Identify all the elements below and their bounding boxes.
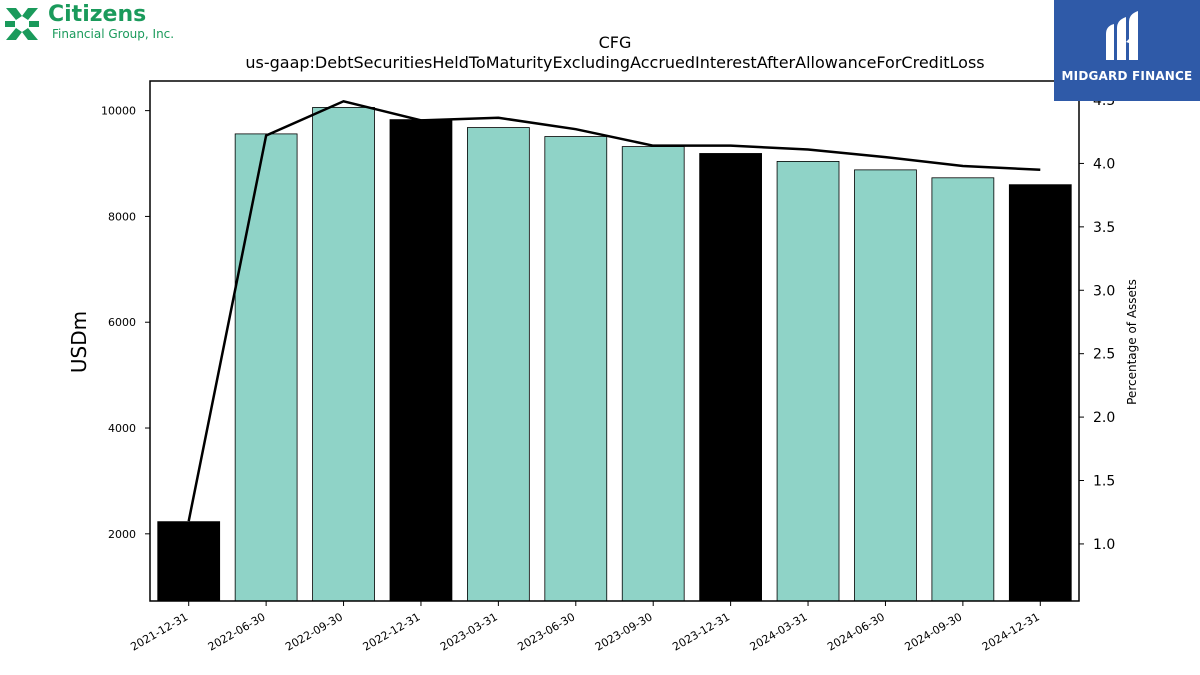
x-tick-label: 2022-09-30: [283, 610, 345, 653]
x-tick-label: 2021-12-31: [128, 610, 190, 653]
x-tick-label: 2024-09-30: [903, 610, 965, 653]
x-tick-label: 2023-12-31: [670, 610, 732, 653]
x-tick-label: 2024-12-31: [980, 610, 1042, 653]
y-axis-label: USDm: [67, 311, 91, 373]
y-tick-label: 4000: [108, 422, 136, 435]
x-tick-label: 2023-06-30: [515, 610, 577, 653]
bar-2023-12-31: [699, 153, 762, 602]
y-tick-label: 6000: [108, 316, 136, 329]
bar-2024-06-30: [854, 169, 917, 602]
y2-tick-label: 1.0: [1093, 537, 1115, 553]
y2-tick-label: 3.5: [1093, 220, 1115, 236]
y-tick-label: 10000: [101, 105, 136, 118]
y2-tick-label: 2.5: [1093, 347, 1115, 363]
y-tick-label: 2000: [108, 528, 136, 541]
y2-axis-label: Percentage of Assets: [1125, 279, 1139, 405]
bar-2024-03-31: [776, 161, 840, 602]
bar-2024-09-30: [931, 177, 995, 602]
citizens-logo: Citizens Financial Group, Inc.: [4, 2, 194, 44]
midgard-name: MIDGARD FINANCE: [1061, 69, 1193, 83]
citizens-name: Citizens: [48, 2, 147, 27]
bar-2022-12-31: [389, 119, 453, 602]
x-tick-label: 2022-06-30: [206, 610, 268, 653]
percentage-line: [187, 99, 1041, 522]
y2-axis-ticks: 1.01.52.02.53.03.54.04.5: [1079, 93, 1115, 553]
bar-2023-09-30: [621, 146, 685, 602]
x-axis-ticks: 2021-12-31 2022-06-30 2022-09-30 2022-12-31…: [128, 601, 1042, 654]
y2-tick-label: 4.0: [1093, 156, 1115, 172]
x-tick-label: 2022-12-31: [361, 610, 423, 653]
midgard-logo-icon: [1106, 11, 1138, 60]
bar-2024-12-31: [1008, 184, 1072, 602]
citizens-logo-icon: [5, 8, 39, 40]
y2-tick-label: 2.0: [1093, 410, 1115, 426]
plot-frame: [149, 80, 1080, 602]
chart-title: CFG: [599, 33, 632, 52]
midgard-logo: MIDGARD FINANCE: [1054, 0, 1200, 101]
chart-subtitle: us-gaap:DebtSecuritiesHeldToMaturityExcl…: [245, 53, 984, 72]
bar-2023-03-31: [467, 127, 530, 602]
x-tick-label: 2024-06-30: [825, 610, 887, 653]
bars-group: [157, 107, 1072, 602]
x-tick-label: 2023-09-30: [593, 610, 655, 653]
bar-2021-12-31: [157, 521, 221, 602]
y-tick-label: 8000: [108, 210, 136, 223]
bar-2022-09-30: [312, 107, 375, 602]
y-axis-ticks: 2000 4000 6000 8000 10000: [101, 105, 150, 541]
y2-tick-label: 3.0: [1093, 283, 1115, 299]
x-tick-label: 2024-03-31: [748, 610, 810, 653]
bar-2023-06-30: [544, 136, 608, 602]
citizens-subtitle: Financial Group, Inc.: [52, 27, 175, 41]
bar-2022-06-30: [234, 133, 298, 602]
y2-tick-label: 1.5: [1093, 474, 1115, 490]
x-tick-label: 2023-03-31: [438, 610, 500, 653]
